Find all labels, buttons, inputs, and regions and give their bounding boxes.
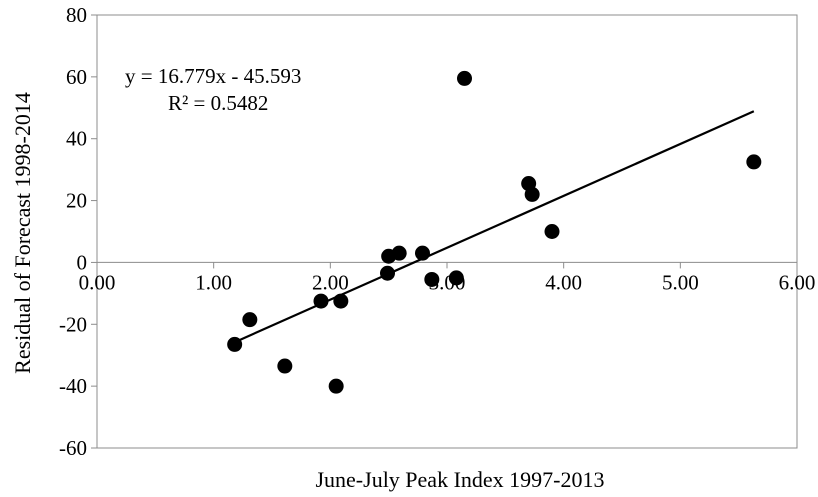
data-point bbox=[544, 224, 560, 239]
x-tick-label: 5.00 bbox=[662, 270, 699, 294]
data-point bbox=[328, 378, 344, 394]
data-point bbox=[746, 154, 762, 170]
data-point bbox=[242, 312, 258, 328]
x-tick-label: 4.00 bbox=[545, 270, 582, 294]
x-tick-label: 2.00 bbox=[312, 270, 349, 294]
data-point bbox=[227, 336, 243, 352]
data-point bbox=[448, 270, 464, 286]
data-point bbox=[457, 70, 472, 86]
y-tick-label: 20 bbox=[66, 189, 87, 213]
data-point bbox=[333, 293, 349, 309]
y-tick-label: -60 bbox=[59, 436, 87, 460]
trendline-layer bbox=[234, 110, 755, 344]
trendline-equation: y = 16.779x - 45.593 bbox=[125, 64, 301, 88]
y-tick-label: 80 bbox=[66, 3, 87, 27]
r-squared-label: R² = 0.5482 bbox=[168, 91, 268, 115]
x-tick-label: 0.00 bbox=[79, 270, 116, 294]
data-point bbox=[424, 271, 440, 287]
points-layer bbox=[227, 70, 762, 394]
y-tick-label: -40 bbox=[59, 374, 87, 398]
x-axis-title: June-July Peak Index 1997-2013 bbox=[315, 467, 604, 492]
y-tick-label: 40 bbox=[66, 127, 87, 151]
data-point bbox=[524, 186, 540, 202]
trendline bbox=[234, 110, 755, 344]
y-tick-label: 0 bbox=[77, 250, 88, 274]
x-tick-label: 1.00 bbox=[195, 270, 232, 294]
data-point bbox=[277, 358, 293, 374]
y-tick-label: 60 bbox=[66, 65, 87, 89]
data-point bbox=[313, 293, 329, 309]
x-tick-label: 6.00 bbox=[779, 270, 816, 294]
y-axis-title: Residual of Forecast 1998-2014 bbox=[10, 92, 35, 374]
y-tick-label: -20 bbox=[59, 312, 87, 336]
data-point bbox=[415, 245, 430, 261]
data-point bbox=[391, 245, 407, 261]
data-point bbox=[380, 265, 395, 281]
